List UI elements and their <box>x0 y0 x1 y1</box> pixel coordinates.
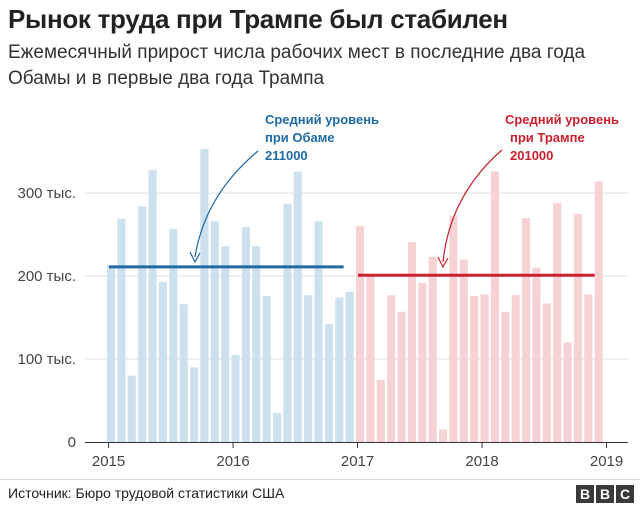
y-tick-label: 300 тыс. <box>17 185 76 202</box>
trump-avg-arrow <box>442 149 503 263</box>
bbc-logo-letter-b2: B <box>596 485 614 503</box>
bbc-logo-letter-c: C <box>616 485 634 503</box>
trump-bar <box>470 295 479 442</box>
obama-bar <box>200 149 209 442</box>
trump-bar <box>553 203 562 442</box>
trump-bar <box>490 171 499 442</box>
obama-bar <box>293 171 302 442</box>
obama-bar <box>138 206 147 442</box>
obama-bar <box>148 169 157 443</box>
trump-bar <box>366 276 375 442</box>
obama-bar <box>117 218 126 442</box>
y-tick-label: 200 тыс. <box>17 268 76 285</box>
x-tick-label: 2016 <box>216 453 249 470</box>
trump-bar <box>563 342 572 442</box>
trump-bar <box>532 267 541 442</box>
trump-bar <box>584 294 593 442</box>
obama-bar <box>252 246 261 442</box>
chart-title: Рынок труда при Трампе был стабилен <box>8 4 508 34</box>
trump-bar <box>542 303 551 442</box>
trump-bar <box>376 379 385 442</box>
obama-bar <box>304 295 313 442</box>
obama-bar <box>210 221 219 442</box>
obama-bar <box>324 324 333 442</box>
bar-layer <box>107 149 603 443</box>
trump-bar <box>407 242 416 442</box>
obama-bar <box>273 412 282 442</box>
obama-bar <box>345 291 354 442</box>
annotation-layer: Средний уровень при Обаме 211000 Средний… <box>189 112 619 269</box>
obama-avg-label-line2: при Обаме <box>265 130 335 145</box>
trump-bar <box>511 295 520 442</box>
bbc-logo-letter-b1: B <box>576 485 594 503</box>
y-tick-label: 0 <box>68 434 76 451</box>
obama-bar <box>158 281 167 442</box>
trump-bar <box>356 226 365 442</box>
trump-bar <box>480 294 489 442</box>
x-tick-label: 2017 <box>341 453 374 470</box>
obama-avg-arrowhead <box>189 251 201 264</box>
trump-avg-label-line1: Средний уровень <box>505 112 619 127</box>
obama-bar <box>179 304 188 442</box>
footer-divider <box>0 479 640 480</box>
trump-bar <box>397 311 406 442</box>
obama-bar <box>262 295 271 442</box>
x-tick-label: 2015 <box>92 453 125 470</box>
obama-avg-value: 211000 <box>265 148 308 163</box>
obama-avg-arrow <box>194 150 259 258</box>
obama-bar <box>335 297 344 442</box>
obama-bar <box>221 246 230 442</box>
obama-bar <box>314 221 323 442</box>
y-tick-label: 100 тыс. <box>17 351 76 368</box>
obama-bar <box>107 265 116 442</box>
obama-bar <box>241 227 250 442</box>
bar-chart: 0 100 тыс. 200 тыс. 300 тыс. 2015 2016 2017 201… <box>17 112 628 470</box>
chart-subtitle: Ежемесячный прирост числа рабочих мест в… <box>8 42 586 89</box>
trump-bar <box>428 256 437 442</box>
obama-bar <box>169 228 178 442</box>
x-tick-label: 2019 <box>590 453 623 470</box>
bbc-logo: B B C <box>576 485 634 503</box>
trump-bar <box>594 181 603 443</box>
obama-bar <box>283 203 292 442</box>
trump-bar <box>573 213 582 442</box>
axis-layer: 0 100 тыс. 200 тыс. 300 тыс. 2015 2016 2017 201… <box>17 185 628 470</box>
obama-avg-label-line1: Средний уровень <box>265 112 379 127</box>
source-note: Источник: Бюро трудовой статистики США <box>8 485 285 501</box>
obama-bar <box>190 367 199 442</box>
trump-bar <box>439 429 448 442</box>
trump-bar <box>418 282 427 442</box>
obama-bar <box>231 354 240 442</box>
trump-bar <box>387 295 396 442</box>
trump-avg-label-line2: при Трампе <box>510 130 585 145</box>
trump-avg-arrowhead <box>437 256 449 269</box>
trump-bar <box>501 311 510 442</box>
x-tick-label: 2018 <box>465 453 498 470</box>
trump-bar <box>459 259 468 442</box>
trump-bar <box>449 216 458 442</box>
trump-avg-value: 201000 <box>510 148 553 163</box>
obama-bar <box>127 375 136 442</box>
average-lines-layer <box>109 265 595 277</box>
trump-bar <box>522 217 531 442</box>
